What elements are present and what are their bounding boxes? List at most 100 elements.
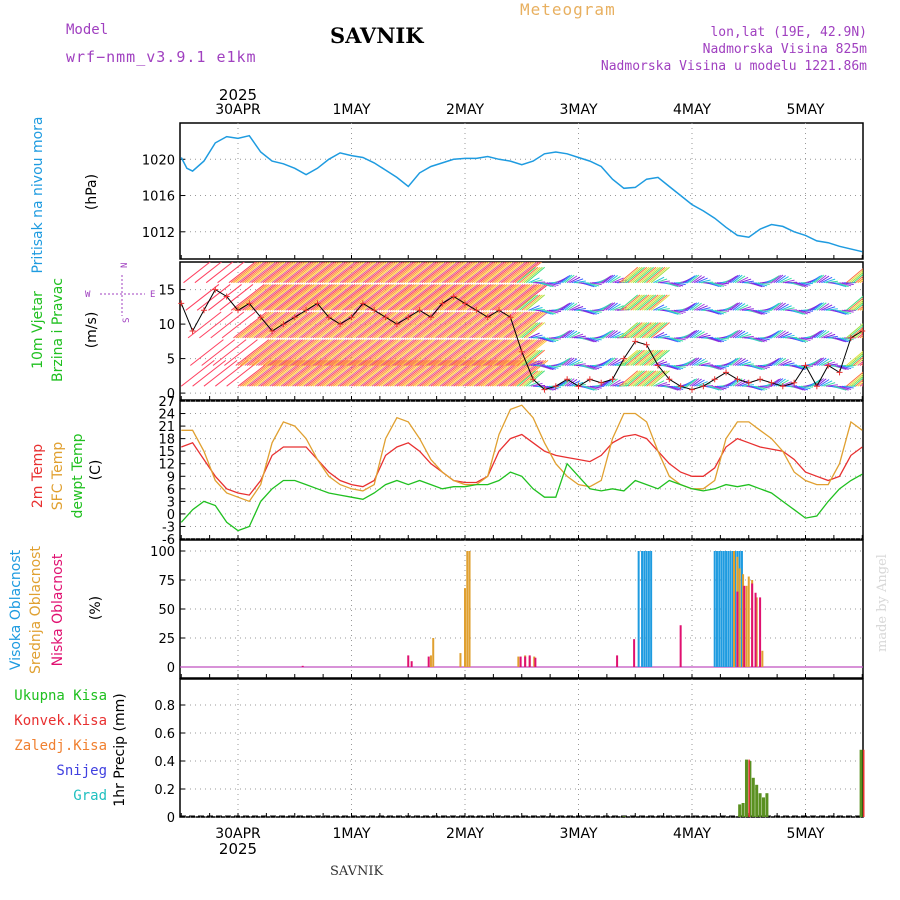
- wind-arrow: [491, 262, 520, 284]
- wind-arrow: [865, 257, 898, 283]
- wind-arrow: [669, 365, 681, 370]
- cloud-bar: [647, 551, 650, 667]
- wind-arrow: [696, 332, 708, 339]
- wind-arrow: [246, 262, 275, 284]
- wind-arrow: [839, 385, 852, 390]
- wind-arrow: [487, 262, 516, 284]
- wind-arrow: [771, 357, 782, 366]
- temp-ytick-label: 27: [158, 395, 175, 410]
- wind-arrow: [796, 282, 808, 287]
- wind-arrow: [714, 282, 727, 286]
- wind-arrow: [600, 358, 612, 366]
- wind-arrow: [491, 311, 526, 339]
- wind-arrow: [194, 262, 223, 284]
- wind-arrow: [818, 275, 830, 284]
- wind-arrow: [378, 311, 413, 339]
- wind-arrow: [211, 340, 244, 366]
- wind-arrow: [319, 311, 354, 339]
- precip-ytick-label: 0.2: [154, 783, 175, 798]
- wind-arrow: [528, 277, 540, 284]
- temp-ytick-label: 21: [158, 420, 175, 435]
- wind-arrow: [573, 308, 586, 311]
- wind-arrow: [246, 339, 281, 366]
- cloud-bar: [528, 655, 531, 667]
- wind-arrow: [264, 339, 299, 366]
- wind-arrow: [648, 294, 668, 311]
- wind-arrow: [258, 311, 292, 339]
- wind-gust-mark: [507, 314, 514, 321]
- wind-arrow: [267, 262, 295, 284]
- wind-arrow: [276, 311, 310, 339]
- wind-arrow: [346, 339, 381, 366]
- wind-arrow: [605, 274, 616, 284]
- wind-gust-mark: [859, 328, 866, 334]
- wind-arrow: [653, 331, 665, 339]
- wind-arrow: [812, 357, 823, 366]
- wind-arrow: [691, 275, 702, 284]
- wind-arrow: [798, 309, 811, 314]
- cloud-bar: [429, 655, 432, 667]
- wind-arrow: [650, 294, 670, 311]
- wind-arrow: [562, 357, 573, 366]
- wind-arrow: [514, 284, 549, 311]
- temp-line-1: [181, 404, 863, 503]
- wind-arrow: [457, 262, 486, 284]
- wind-arrow: [405, 311, 440, 339]
- wind-arrow: [730, 357, 741, 366]
- wind-arrow: [471, 339, 506, 366]
- wind-arrow: [421, 311, 456, 339]
- wind-arrow: [582, 385, 595, 391]
- wind-gust-mark: [689, 386, 695, 393]
- top-date-label: 30APR: [215, 102, 261, 118]
- wind-arrow: [285, 311, 320, 339]
- wind-arrow: [419, 311, 454, 339]
- wind-arrow: [401, 339, 435, 366]
- wind-arrow: [296, 311, 331, 339]
- wind-gust-mark: [723, 369, 730, 376]
- wind-arrow: [283, 284, 317, 311]
- wind-arrow: [525, 322, 545, 339]
- wind-arrow: [666, 365, 679, 371]
- wind-arrow: [451, 262, 479, 284]
- wind-arrow: [190, 360, 223, 386]
- wind-arrow: [478, 284, 513, 311]
- wind-arrow: [455, 339, 490, 366]
- wind-arrow: [852, 273, 863, 284]
- wind-arrow: [841, 337, 854, 341]
- wind-arrow: [242, 262, 270, 284]
- wind-arrow: [242, 311, 276, 339]
- wind-arrow: [380, 339, 415, 366]
- wind-arrow: [782, 334, 795, 339]
- wind-arrow: [262, 339, 297, 366]
- wind-arrow: [639, 370, 659, 387]
- wind-gust-mark: [847, 334, 854, 341]
- wind-arrow: [646, 294, 666, 311]
- wind-ylabel-line1: 10m Vjetar: [30, 291, 46, 369]
- wind-arrow: [637, 349, 657, 366]
- cloud-bar: [727, 551, 730, 667]
- wind-arrow: [848, 373, 863, 387]
- wind-arrow: [351, 262, 379, 284]
- wind-arrow: [521, 294, 541, 311]
- wind-arrow: [441, 262, 470, 284]
- wind-arrow: [244, 284, 279, 311]
- wind-arrow: [249, 262, 277, 284]
- cloud-bar: [759, 597, 762, 667]
- wind-arrow: [812, 274, 823, 284]
- cloud-bar: [755, 597, 758, 667]
- bottom-year-label: 2025: [219, 840, 257, 858]
- wind-arrow: [190, 284, 223, 310]
- cloud-bar: [738, 568, 741, 667]
- wind-arrow: [673, 337, 686, 341]
- wind-arrow: [246, 311, 281, 339]
- wind-arrow: [423, 339, 458, 366]
- wind-ytick-label: 0: [167, 387, 175, 402]
- wind-arrow: [482, 262, 511, 284]
- wind-arrow: [314, 284, 349, 311]
- wind-arrow: [190, 312, 223, 338]
- bottom-date-label: 3MAY: [559, 826, 597, 842]
- wind-arrow: [812, 302, 823, 311]
- wind-arrow: [328, 262, 357, 284]
- wind-arrow: [607, 357, 618, 366]
- wind-arrow: [260, 284, 295, 311]
